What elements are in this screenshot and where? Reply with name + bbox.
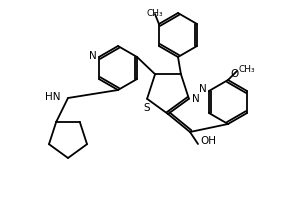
Text: N: N (89, 51, 97, 61)
Text: N: N (192, 94, 200, 104)
Text: O: O (230, 69, 238, 79)
Text: HN: HN (44, 92, 60, 102)
Text: S: S (144, 103, 150, 113)
Text: CH₃: CH₃ (147, 9, 163, 18)
Text: OH: OH (200, 136, 216, 146)
Text: N: N (199, 84, 207, 94)
Text: CH₃: CH₃ (238, 66, 255, 75)
